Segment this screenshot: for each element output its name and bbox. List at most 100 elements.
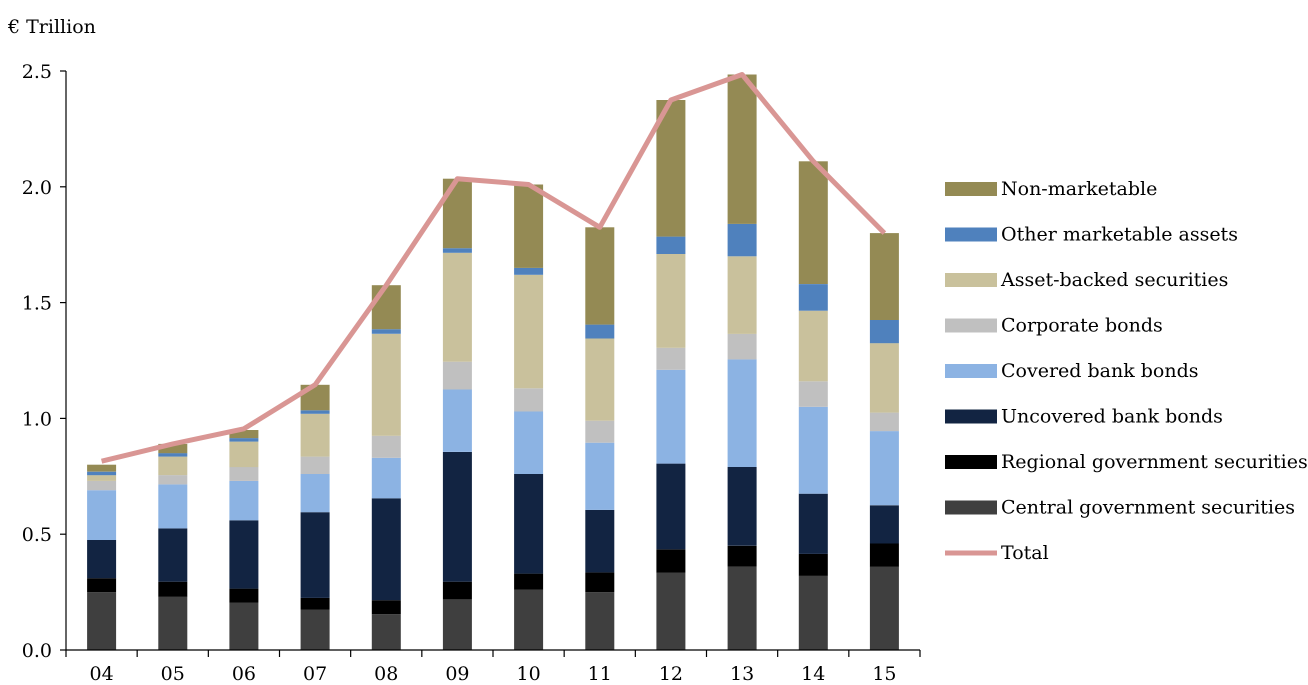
bar-segment-5-10 [514,274,544,389]
x-tick-label: 06 [232,663,256,685]
bar-segment-3-05 [158,484,188,529]
bar-segment-4-05 [158,475,188,485]
bar-segment-3-09 [442,389,472,452]
bar-segment-3-10 [514,411,544,474]
bar-segment-7-06 [229,430,259,439]
bar-segment-5-09 [442,252,472,362]
bar-segment-1-04 [87,578,117,593]
bar-segment-7-13 [727,74,757,224]
bar-segment-1-12 [656,549,686,573]
bar-segment-3-07 [300,474,330,513]
bar-segment-0-11 [585,592,615,650]
bar-segment-1-06 [229,588,259,603]
x-tick-label: 12 [659,663,683,685]
bar-segment-1-09 [442,581,472,600]
total-line-layer [101,72,887,464]
bar-segment-4-13 [727,333,757,360]
legend: Non-marketable Other marketable assets Ass… [945,178,1308,564]
bar-segment-1-13 [727,545,757,567]
bar-segment-5-06 [229,441,259,468]
bar-segment-6-07 [300,410,330,414]
bar-segment-0-08 [371,614,401,650]
bar-segment-7-11 [585,227,615,325]
bar-segment-4-14 [798,381,828,407]
bar-segment-0-15 [869,566,899,650]
bar-segment-2-11 [585,509,615,573]
bar-segment-2-06 [229,520,259,589]
bar-segment-2-09 [442,452,472,582]
bar-segment-5-11 [585,338,615,421]
total-line [101,72,887,464]
bar-segment-1-14 [798,553,828,576]
bar-segment-6-06 [229,438,259,442]
bar-segment-2-14 [798,493,828,554]
bar-segment-6-04 [87,471,117,476]
bar-segment-3-06 [229,480,259,521]
x-tick-label: 04 [89,663,113,685]
bar-segment-6-11 [585,324,615,339]
bar-segment-2-15 [869,505,899,544]
bar-segment-7-08 [371,285,401,330]
x-tick-label: 05 [161,663,185,685]
x-tick-label: 08 [374,663,398,685]
bar-segment-1-10 [514,573,544,590]
bar-segment-2-13 [727,467,757,546]
legend-label: Asset-backed securities [1000,269,1228,291]
bar-segment-0-05 [158,596,188,650]
bar-segment-6-12 [656,236,686,254]
bar-segment-2-07 [300,512,330,598]
bar-segment-6-14 [798,284,828,311]
y-tick-label: 0.5 [22,524,52,546]
bar-segment-2-05 [158,528,188,582]
bar-segment-0-13 [727,566,757,650]
bar-segment-3-14 [798,406,828,494]
legend-swatch [945,227,997,242]
unit-label: € Trillion [7,16,96,38]
bar-segment-7-14 [798,161,828,284]
x-tick-label: 15 [872,663,896,685]
bar-segment-5-05 [158,456,188,476]
bar-segment-0-12 [656,572,686,650]
bar-segment-2-12 [656,463,686,550]
bar-segment-0-04 [87,592,117,650]
y-tick-label: 2.0 [22,177,52,199]
bar-segment-6-08 [371,329,401,334]
bar-segment-6-15 [869,320,899,344]
bar-segment-7-09 [442,178,472,249]
bar-segment-6-05 [158,453,188,457]
x-tick-label: 07 [303,663,327,685]
bar-segment-3-11 [585,442,615,510]
legend-label: Other marketable assets [1001,224,1238,246]
bar-segment-4-04 [87,480,117,491]
bar-segment-5-12 [656,254,686,348]
bar-segment-4-07 [300,456,330,474]
bar-segment-0-09 [442,599,472,650]
bar-segment-5-08 [371,333,401,436]
bar-segment-3-08 [371,457,401,499]
bar-segment-5-15 [869,343,899,413]
y-tick-label: 2.5 [22,61,52,83]
bar-segment-0-14 [798,575,828,650]
legend-swatch [945,455,997,469]
bar-segment-7-10 [514,184,544,268]
bar-segment-2-08 [371,498,401,601]
y-tick-label: 1.5 [22,293,52,315]
bar-segment-0-10 [514,589,544,650]
bar-segment-3-12 [656,369,686,464]
x-tick-label: 10 [516,663,540,685]
bar-segment-7-05 [158,443,188,454]
bar-segment-0-06 [229,602,259,650]
legend-swatch [945,409,997,424]
bar-segment-5-07 [300,413,330,457]
x-tick-label: 13 [730,663,754,685]
bar-segment-1-15 [869,543,899,567]
bar-segment-4-09 [442,361,472,390]
bar-segment-4-11 [585,420,615,443]
bar-segment-2-04 [87,540,117,579]
legend-label: Regional government securities [1001,451,1308,473]
bar-segment-7-12 [656,100,686,237]
legend-swatch [945,273,997,287]
x-tick-label: 11 [588,663,612,685]
legend-swatch [945,364,997,378]
